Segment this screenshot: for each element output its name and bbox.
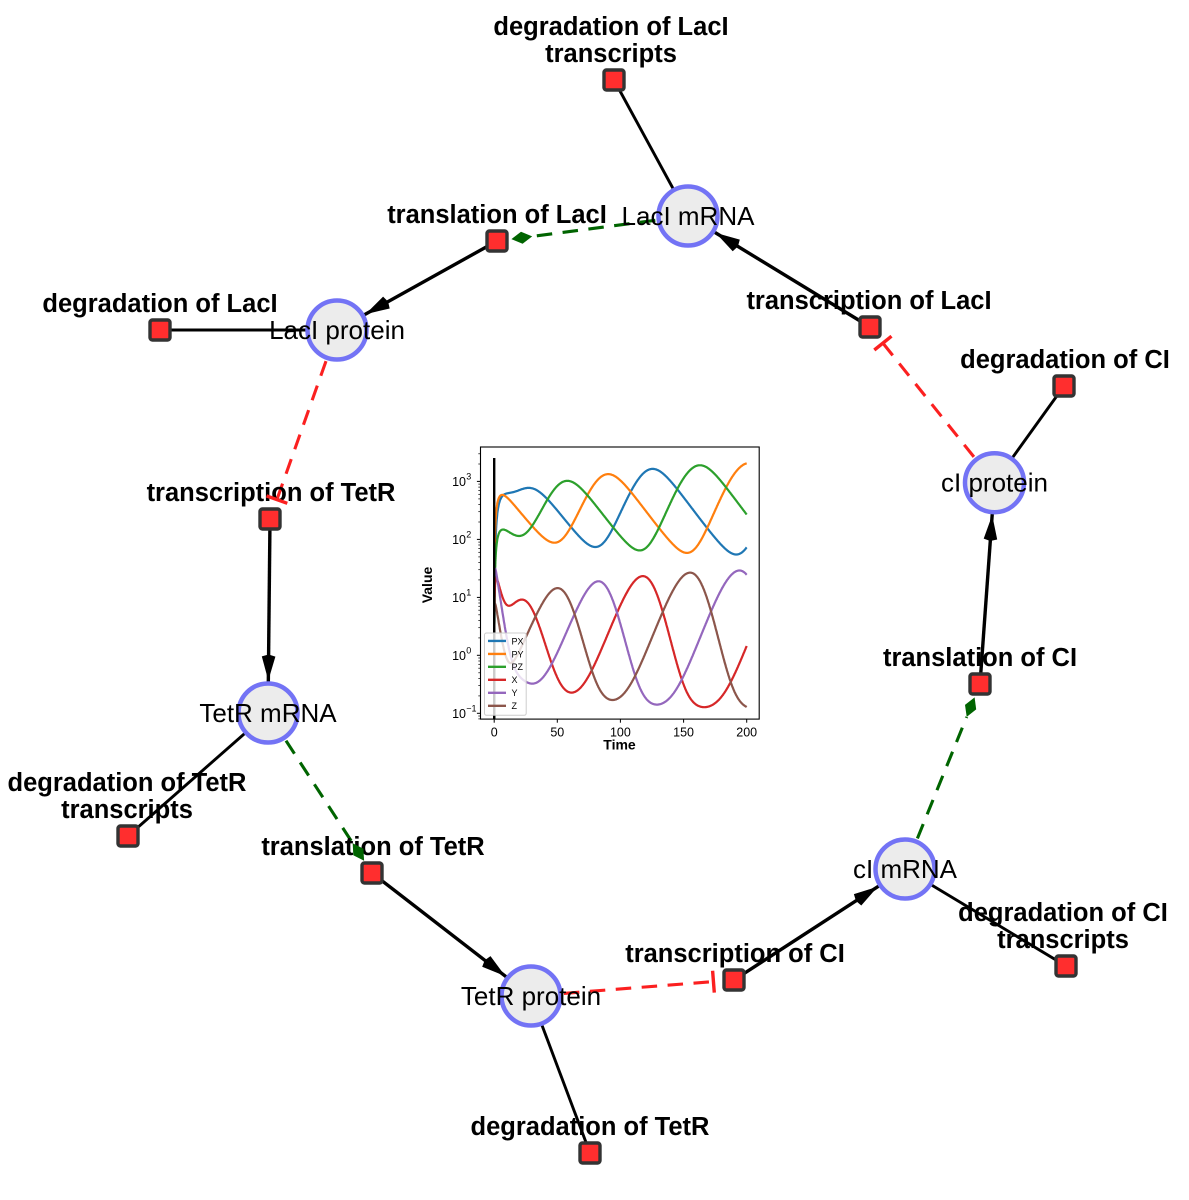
svg-text:transcripts: transcripts (545, 40, 677, 68)
svg-text:transcription of LacI: transcription of LacI (746, 287, 991, 315)
svg-text:degradation of CI: degradation of CI (958, 899, 1168, 927)
svg-text:10: 10 (452, 707, 466, 721)
svg-text:LacI mRNA: LacI mRNA (622, 201, 756, 231)
svg-text:10: 10 (452, 591, 466, 605)
svg-text:degradation of LacI: degradation of LacI (42, 290, 277, 318)
svg-text:Y: Y (512, 688, 518, 698)
svg-text:degradation of TetR: degradation of TetR (471, 1113, 710, 1141)
svg-text:200: 200 (736, 726, 757, 740)
svg-text:LacI protein: LacI protein (269, 315, 405, 345)
svg-text:X: X (512, 675, 518, 685)
svg-text:cI mRNA: cI mRNA (853, 854, 958, 884)
svg-text:translation of TetR: translation of TetR (261, 833, 484, 861)
svg-text:transcripts: transcripts (61, 796, 193, 824)
svg-text:0: 0 (466, 646, 471, 656)
svg-text:cI protein: cI protein (941, 468, 1048, 498)
svg-text:transcription of CI: transcription of CI (625, 940, 845, 968)
svg-text:TetR protein: TetR protein (461, 981, 601, 1011)
svg-text:transcripts: transcripts (997, 926, 1129, 954)
svg-text:translation of CI: translation of CI (883, 644, 1077, 672)
svg-text:Z: Z (512, 701, 518, 711)
svg-text:−1: −1 (466, 704, 476, 714)
svg-text:10: 10 (452, 533, 466, 547)
svg-text:PZ: PZ (512, 662, 524, 672)
svg-text:PY: PY (512, 649, 524, 659)
svg-text:translation of LacI: translation of LacI (387, 201, 607, 229)
svg-text:150: 150 (673, 726, 694, 740)
svg-text:3: 3 (466, 472, 471, 482)
svg-text:2: 2 (466, 530, 471, 540)
svg-text:degradation of CI: degradation of CI (960, 346, 1170, 374)
svg-text:Value: Value (419, 567, 435, 604)
svg-text:PX: PX (512, 636, 524, 646)
svg-text:10: 10 (452, 649, 466, 663)
svg-text:Time: Time (603, 737, 636, 753)
svg-text:degradation of TetR: degradation of TetR (8, 769, 247, 797)
svg-text:10: 10 (452, 475, 466, 489)
svg-text:50: 50 (550, 726, 564, 740)
svg-text:TetR mRNA: TetR mRNA (199, 698, 337, 728)
svg-text:0: 0 (491, 726, 498, 740)
svg-text:degradation of LacI: degradation of LacI (493, 13, 728, 41)
svg-text:100: 100 (610, 726, 631, 740)
svg-text:transcription of TetR: transcription of TetR (147, 479, 396, 507)
svg-text:1: 1 (466, 588, 471, 598)
